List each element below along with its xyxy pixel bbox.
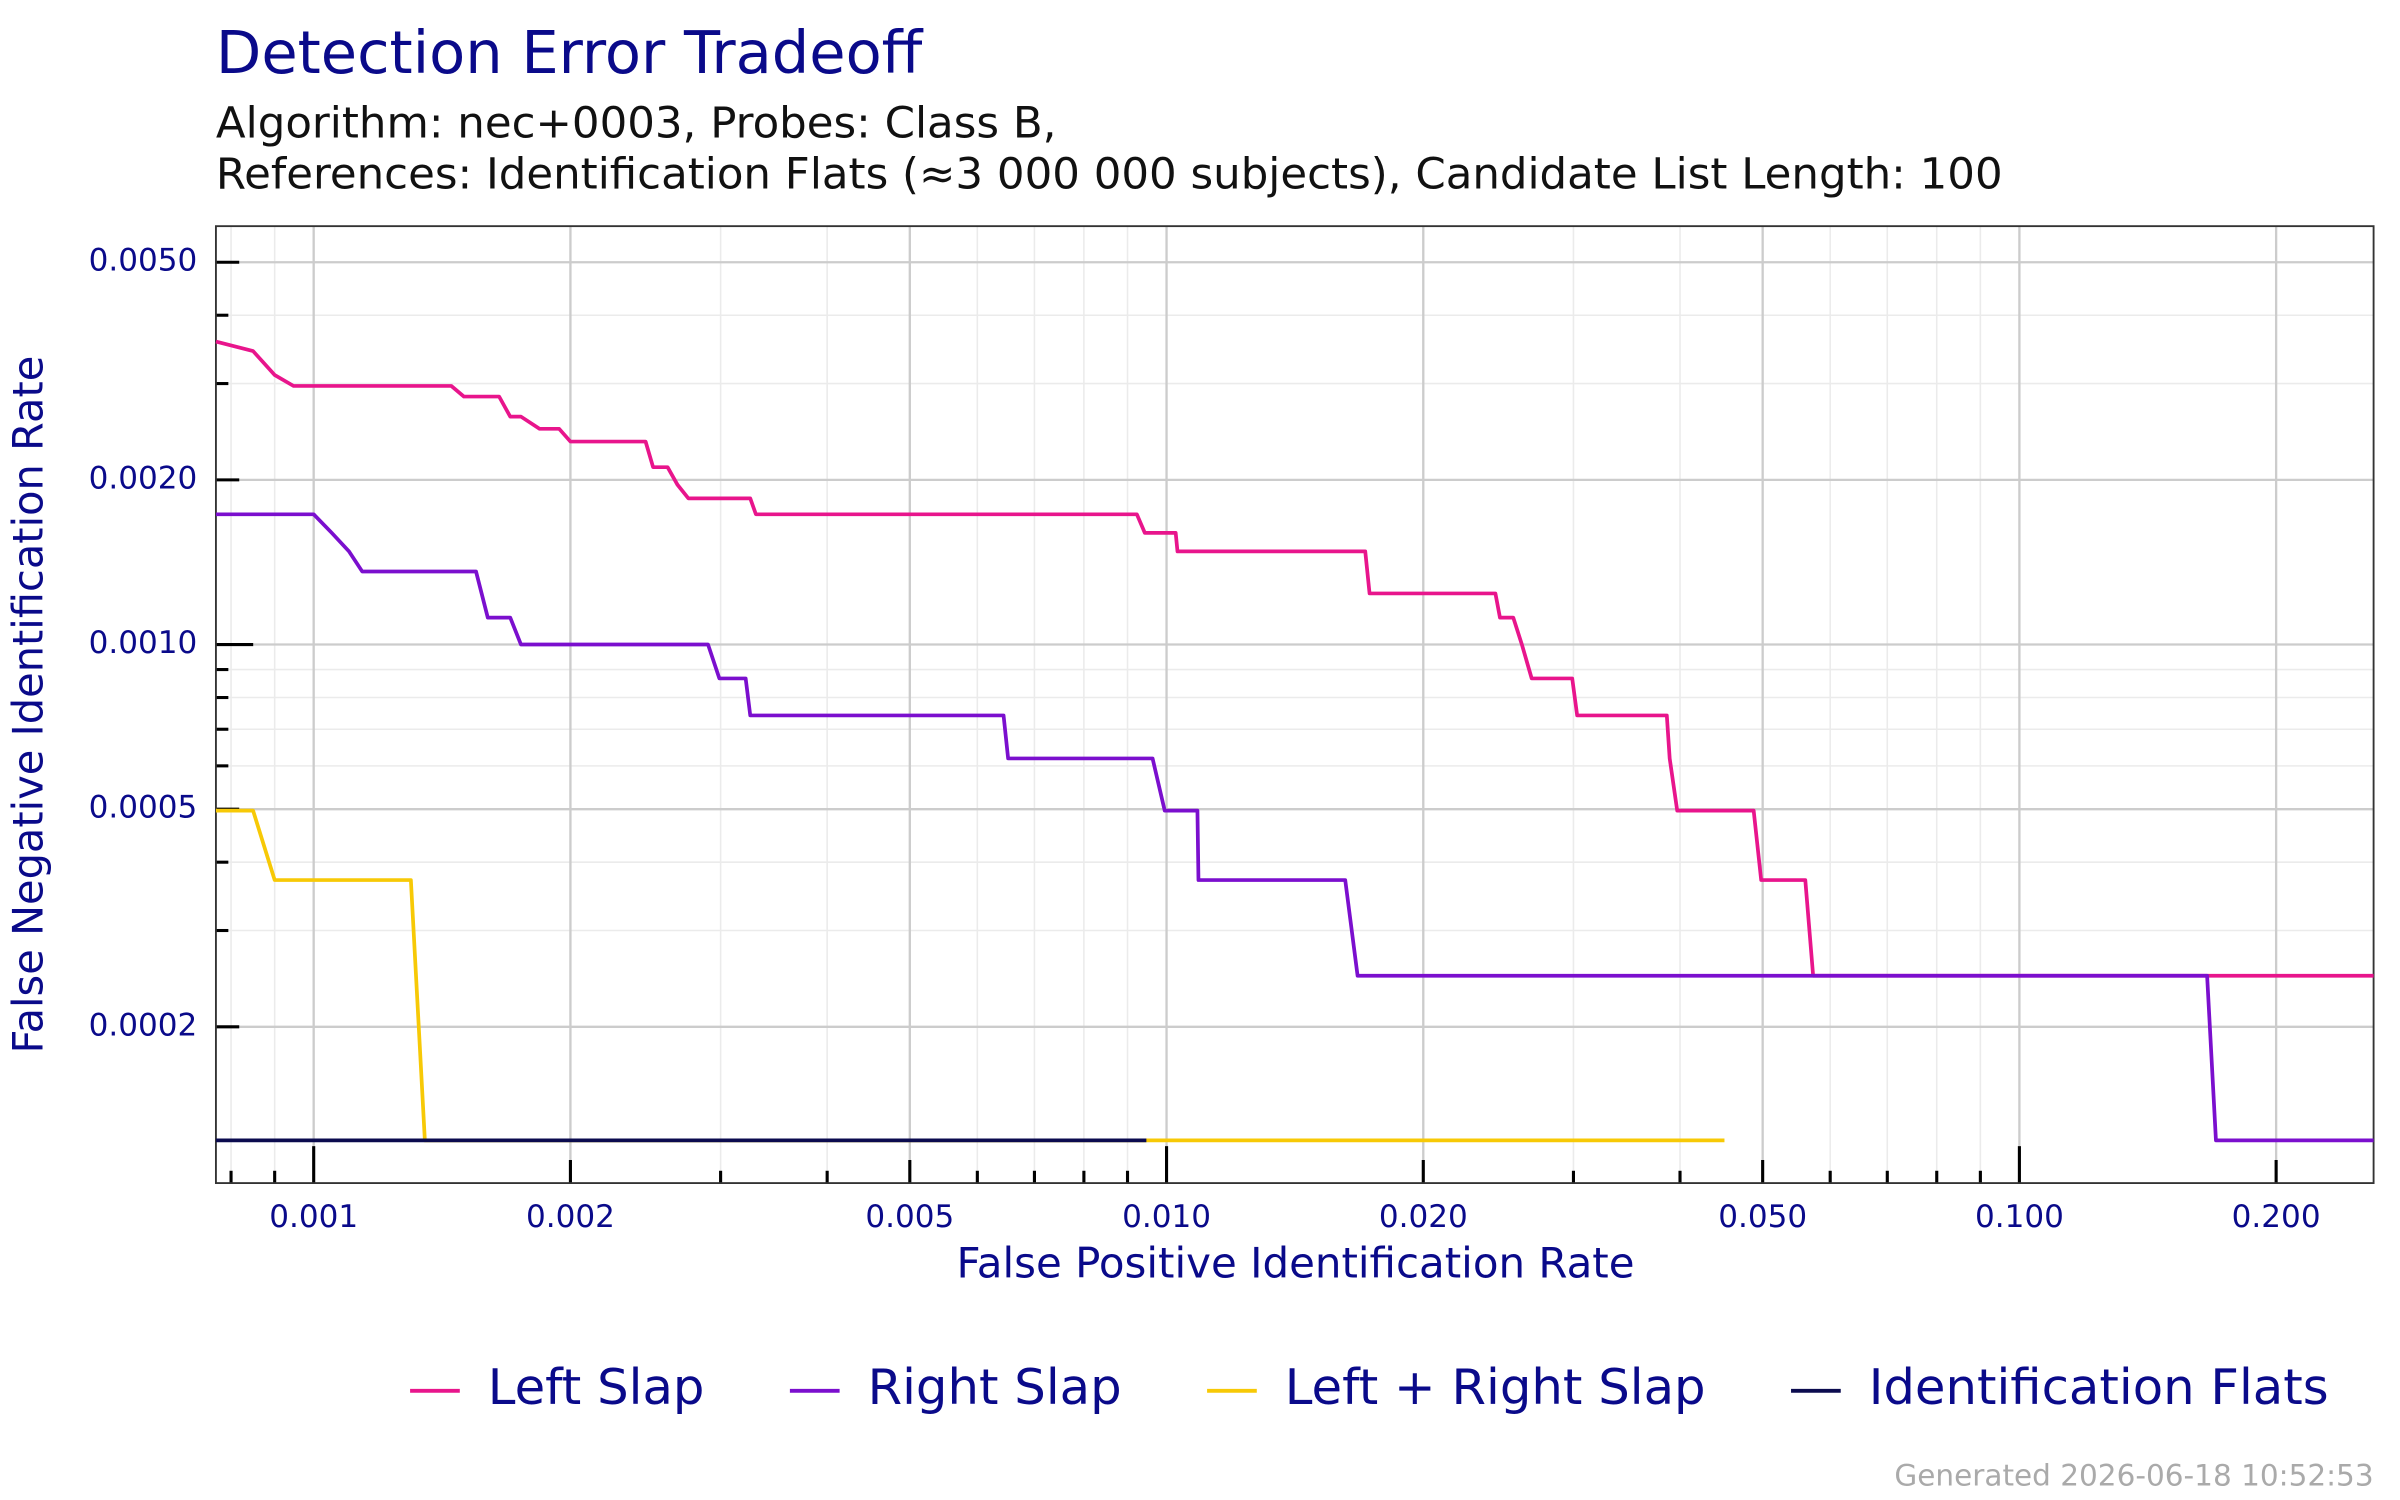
legend-label: Left Slap bbox=[488, 1358, 705, 1416]
series-line bbox=[215, 339, 2374, 978]
y-tick-label: 0.0005 bbox=[89, 790, 198, 826]
chart-title: Detection Error Tradeoff bbox=[216, 18, 924, 87]
x-axis-label: False Positive Identification Rate bbox=[957, 1239, 1635, 1288]
legend-label: Right Slap bbox=[868, 1358, 1122, 1416]
x-tick-label: 0.050 bbox=[1718, 1199, 1807, 1235]
chart-subtitle: References: Identification Flats (≈3 000… bbox=[216, 150, 2003, 200]
x-tick-label: 0.200 bbox=[2232, 1199, 2321, 1235]
x-tick-label: 0.100 bbox=[1975, 1199, 2064, 1235]
x-tick-label: 0.020 bbox=[1379, 1199, 1468, 1235]
legend-label: Left + Right Slap bbox=[1285, 1358, 1706, 1416]
chart-subtitle: Algorithm: nec+0003, Probes: Class B, bbox=[216, 99, 1057, 149]
x-tick-label: 0.002 bbox=[526, 1199, 615, 1235]
y-tick-label: 0.0002 bbox=[89, 1007, 198, 1043]
x-tick-label: 0.001 bbox=[269, 1199, 358, 1235]
footer: Generated 2026-06-18 10:52:53 bbox=[1894, 1459, 2373, 1493]
plot-frame bbox=[214, 225, 2375, 1184]
series-line bbox=[215, 512, 2374, 1143]
y-axis-label: False Negative Identification Rate bbox=[3, 356, 52, 1054]
y-tick-label: 0.0010 bbox=[89, 625, 198, 661]
legend-label: Identification Flats bbox=[1869, 1358, 2329, 1416]
x-tick-label: 0.010 bbox=[1122, 1199, 1211, 1235]
y-tick-label: 0.0020 bbox=[89, 460, 198, 496]
y-tick-label: 0.0050 bbox=[89, 243, 198, 279]
x-tick-label: 0.005 bbox=[865, 1199, 954, 1235]
legend: Left Slap Right Slap Left + Right Slap Iden… bbox=[410, 1358, 2329, 1416]
